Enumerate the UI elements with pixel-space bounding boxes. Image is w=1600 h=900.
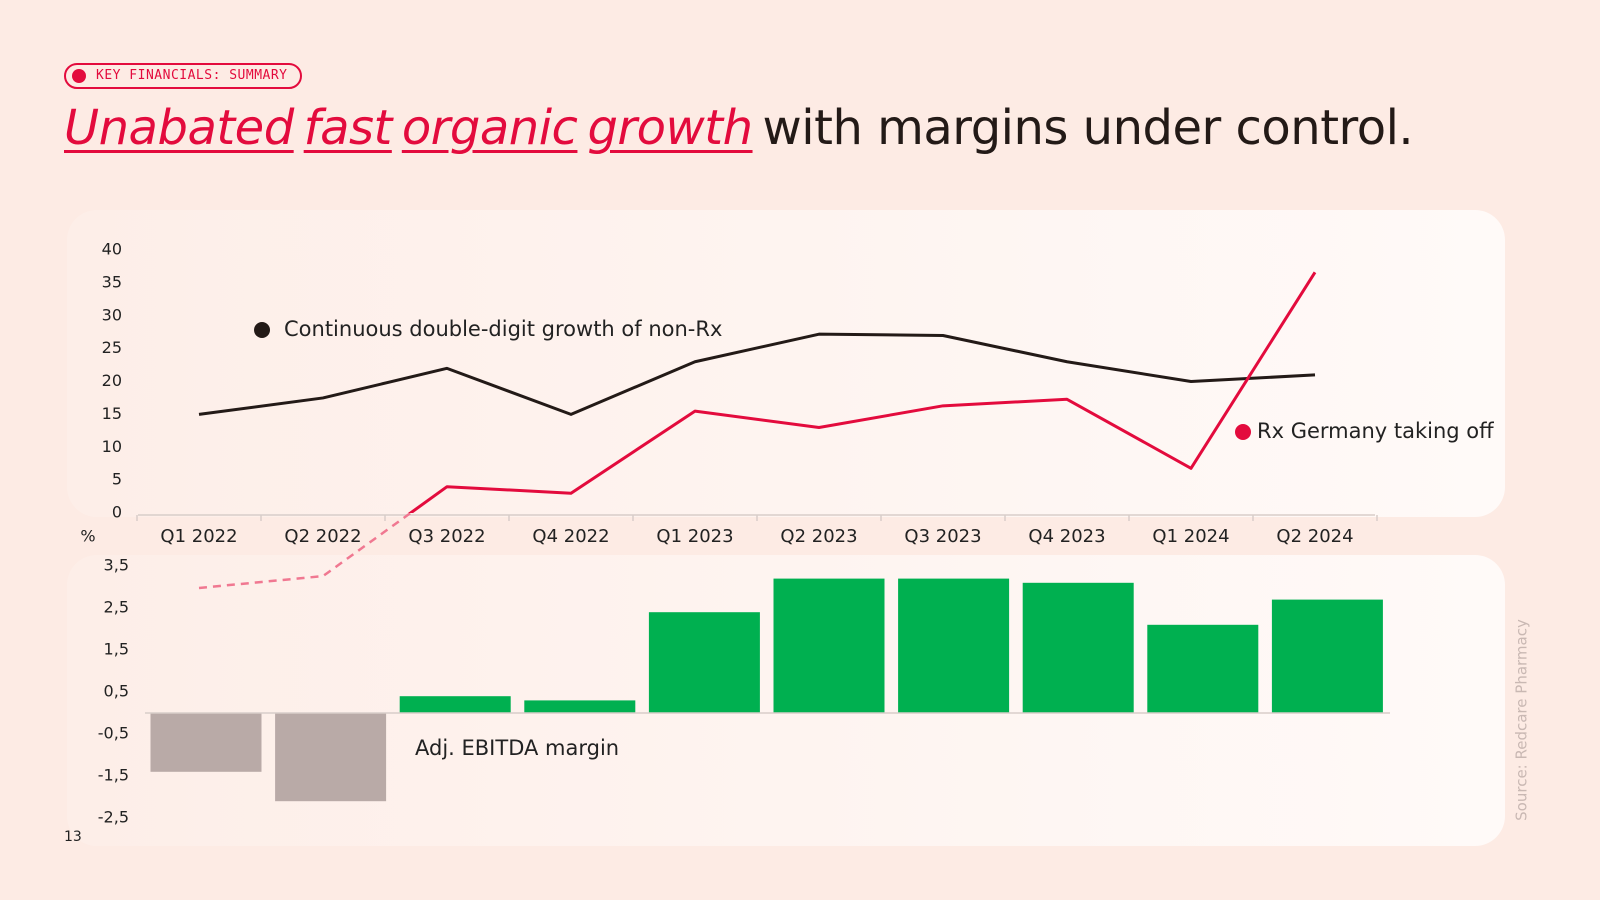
legend-marker [254,322,270,338]
series-line [407,271,1317,513]
y-tick-label: -1,5 [98,766,129,785]
slide-title: Unabated fast organic growth with margins un… [64,100,1414,156]
source-note: Source: Redcare Pharmacy [1513,619,1531,821]
y-tick-label: 2,5 [104,598,129,617]
x-tick-label: Q1 2024 [1152,526,1229,547]
y-tick-label: 1,5 [104,640,129,659]
bar [275,713,387,802]
bar [399,696,511,713]
x-tick-label: Q4 2022 [532,526,609,547]
x-tick-label: Q3 2022 [408,526,485,547]
title-rest: with margins under control. [762,100,1414,156]
bar [150,713,262,772]
title-highlight: Unabated [64,100,294,156]
y-tick-label: 30 [102,305,122,324]
title-highlight: organic [401,100,578,156]
title-highlight: fast [303,100,393,156]
y-tick-label: 10 [102,437,122,456]
section-tag: KEY FINANCIALS: SUMMARY [64,63,302,89]
bar [773,578,885,713]
bar [1147,624,1259,713]
y-tick-label: 15 [102,404,122,423]
bar [648,612,760,713]
bar [1271,599,1383,713]
y-axis-label: % [80,527,95,546]
x-tick-label: Q4 2023 [1028,526,1105,547]
series-label: Adj. EBITDA margin [415,736,619,760]
y-tick-label: 0,5 [104,682,129,701]
page-number: 13 [64,829,82,845]
x-tick-label: Q2 2022 [284,526,361,547]
y-tick-label: 35 [102,272,122,291]
y-tick-label: 25 [102,338,122,357]
x-tick-label: Q1 2023 [656,526,733,547]
legend-label: Continuous double-digit growth of non-Rx [284,317,722,341]
bar [898,578,1010,713]
legend-marker [1235,424,1251,440]
y-tick-label: -2,5 [98,808,129,827]
y-tick-label: 20 [102,371,122,390]
y-tick-label: 40 [102,240,122,259]
top-panel [67,210,1505,517]
x-tick-label: Q1 2022 [160,526,237,547]
series-line-negative [198,513,413,590]
x-tick-label: Q2 2023 [780,526,857,547]
bar [524,700,636,713]
y-tick-label: -0,5 [98,724,129,743]
series-line [198,332,1316,416]
x-tick-label: Q2 2024 [1276,526,1353,547]
x-tick-label: Q3 2023 [904,526,981,547]
title-highlight: growth [587,100,753,156]
y-tick-label: 5 [112,470,122,489]
bar [1022,582,1134,713]
legend-label: Rx Germany taking off [1257,419,1494,443]
y-tick-label: 3,5 [104,556,129,575]
y-tick-label: 0 [112,503,122,522]
